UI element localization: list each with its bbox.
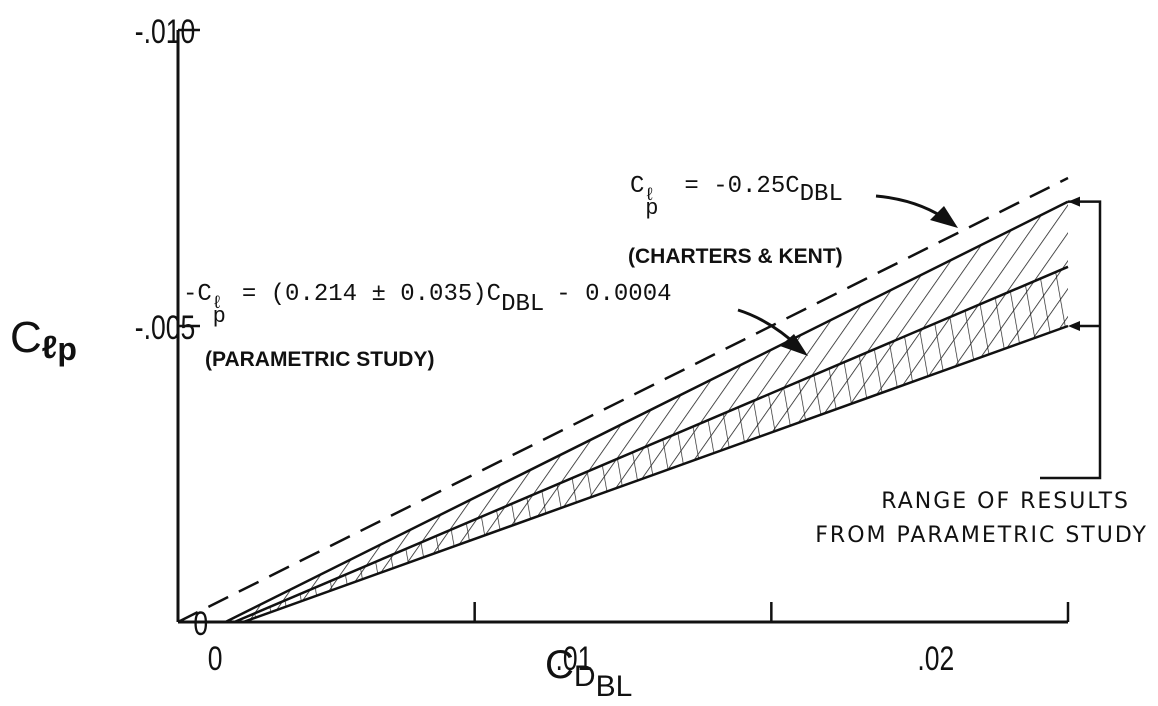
y-tick-label: -.005 xyxy=(135,309,195,347)
ann-sub: ℓ xyxy=(644,186,655,206)
y-label-main: C xyxy=(10,313,42,362)
ann-sub: ℓ xyxy=(212,294,223,314)
series-line xyxy=(242,324,1069,624)
series-line xyxy=(224,200,1069,624)
annotation: -Cℓp = (0.214 ± 0.035)CDBL - 0.0004 xyxy=(183,281,672,329)
annotation: RANGE OF RESULTS xyxy=(881,489,1130,514)
ann-sub: p xyxy=(645,196,658,221)
arrowhead xyxy=(1068,196,1080,207)
annotation: (CHARTERS & KENT) xyxy=(628,245,843,268)
annotation: (PARAMETRIC STUDY) xyxy=(205,348,434,371)
ann-sub: p xyxy=(213,304,226,329)
annotation: Cℓp = -0.25CDBL xyxy=(630,173,843,221)
ann-part: C xyxy=(630,173,644,200)
y-tick-label: 0 xyxy=(193,605,208,643)
arrowhead xyxy=(780,334,808,356)
arrowhead xyxy=(1068,321,1080,331)
bracket xyxy=(1040,200,1102,480)
ann-part: -C xyxy=(183,281,212,308)
x-tick-label: .01 xyxy=(555,640,592,678)
ann-part: = -0.25C xyxy=(684,173,799,200)
y-tick-label: -.010 xyxy=(135,13,195,51)
ann-part: - 0.0004 xyxy=(556,281,671,308)
y-axis-label: Cℓp xyxy=(10,313,77,367)
series-line xyxy=(233,265,1069,624)
arrowhead xyxy=(930,206,958,228)
x-axis-label: CDBL xyxy=(545,643,632,703)
x-label-sub: D xyxy=(574,660,596,693)
x-tick-label: .02 xyxy=(917,640,954,678)
annotation: FROM PARAMETRIC STUDY xyxy=(815,523,1148,548)
x-label-sub: BL xyxy=(596,670,633,703)
x-label-main: C xyxy=(545,643,574,687)
ann-sub: DBL xyxy=(501,291,544,318)
series-line xyxy=(177,176,1069,624)
y-label-sub: p xyxy=(57,331,77,367)
x-tick-label: 0 xyxy=(208,640,223,678)
y-label-sub: ℓ xyxy=(42,329,58,365)
ann-sub: DBL xyxy=(800,181,843,208)
ann-part: = (0.214 ± 0.035)C xyxy=(242,281,501,308)
